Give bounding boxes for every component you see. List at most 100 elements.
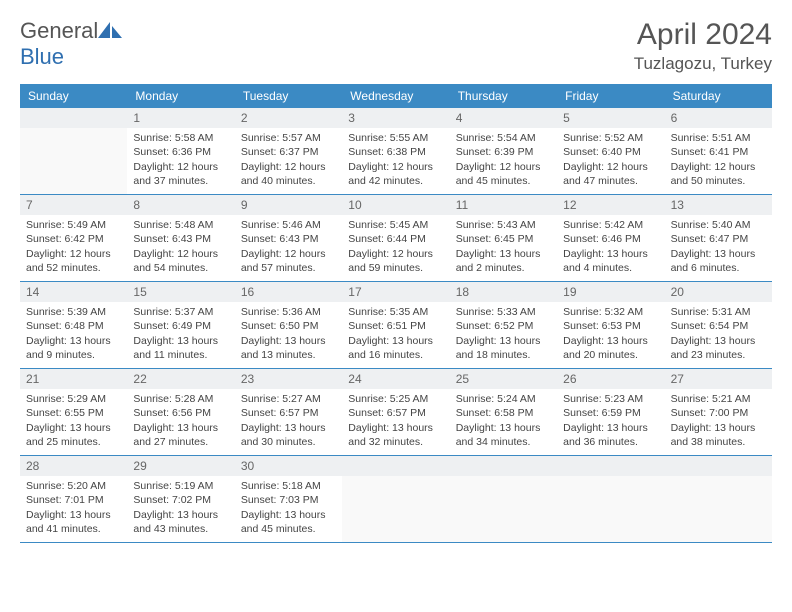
day-number: 22 [127,369,234,389]
empty-cell [342,456,449,542]
sunrise-text: Sunrise: 5:19 AM [133,479,228,493]
day-cell: 2Sunrise: 5:57 AMSunset: 6:37 PMDaylight… [235,108,342,194]
daylight-text: Daylight: 13 hours and 20 minutes. [563,334,658,362]
sunrise-text: Sunrise: 5:35 AM [348,305,443,319]
day-number: 6 [665,108,772,128]
day-number: 5 [557,108,664,128]
day-number: 8 [127,195,234,215]
sunset-text: Sunset: 6:57 PM [348,406,443,420]
daylight-text: Daylight: 13 hours and 4 minutes. [563,247,658,275]
day-cell: 15Sunrise: 5:37 AMSunset: 6:49 PMDayligh… [127,282,234,368]
day-number: 24 [342,369,449,389]
day-cell: 6Sunrise: 5:51 AMSunset: 6:41 PMDaylight… [665,108,772,194]
sunrise-text: Sunrise: 5:51 AM [671,131,766,145]
sunrise-text: Sunrise: 5:23 AM [563,392,658,406]
daylight-text: Daylight: 12 hours and 42 minutes. [348,160,443,188]
day-cell: 18Sunrise: 5:33 AMSunset: 6:52 PMDayligh… [450,282,557,368]
daylight-text: Daylight: 13 hours and 13 minutes. [241,334,336,362]
day-cell: 10Sunrise: 5:45 AMSunset: 6:44 PMDayligh… [342,195,449,281]
day-cell: 22Sunrise: 5:28 AMSunset: 6:56 PMDayligh… [127,369,234,455]
sunrise-text: Sunrise: 5:49 AM [26,218,121,232]
weekday-header: Sunday [20,84,127,108]
day-cell: 7Sunrise: 5:49 AMSunset: 6:42 PMDaylight… [20,195,127,281]
daylight-text: Daylight: 12 hours and 50 minutes. [671,160,766,188]
sunset-text: Sunset: 6:40 PM [563,145,658,159]
day-number: 18 [450,282,557,302]
empty-day-number [665,456,772,476]
weekday-header: Saturday [665,84,772,108]
sunset-text: Sunset: 6:39 PM [456,145,551,159]
weekday-header-row: SundayMondayTuesdayWednesdayThursdayFrid… [20,84,772,108]
day-number: 12 [557,195,664,215]
sunrise-text: Sunrise: 5:43 AM [456,218,551,232]
sunset-text: Sunset: 6:47 PM [671,232,766,246]
daylight-text: Daylight: 13 hours and 36 minutes. [563,421,658,449]
day-cell: 23Sunrise: 5:27 AMSunset: 6:57 PMDayligh… [235,369,342,455]
sunrise-text: Sunrise: 5:36 AM [241,305,336,319]
week-row: 21Sunrise: 5:29 AMSunset: 6:55 PMDayligh… [20,369,772,456]
sunrise-text: Sunrise: 5:20 AM [26,479,121,493]
sunset-text: Sunset: 6:45 PM [456,232,551,246]
day-cell: 29 Sunrise: 5:19 AMSunset: 7:02 PMDayligh… [127,456,234,542]
day-number: 29 [127,456,234,476]
sunrise-text: Sunrise: 5:45 AM [348,218,443,232]
day-cell: 21 Sunrise: 5:29 AMSunset: 6:55 PMDayligh… [20,369,127,455]
sunset-text: Sunset: 6:42 PM [26,232,121,246]
title-location: Tuzlagozu, Turkey [634,54,772,74]
empty-day-number [20,108,127,128]
empty-day-number [450,456,557,476]
day-number: 19 [557,282,664,302]
day-number: 20 [665,282,772,302]
sunset-text: Sunset: 6:55 PM [26,406,121,420]
week-row: 14Sunrise: 5:39 AMSunset: 6:48 PMDayligh… [20,282,772,369]
daylight-text: Daylight: 13 hours and 27 minutes. [133,421,228,449]
day-cell: 19Sunrise: 5:32 AMSunset: 6:53 PMDayligh… [557,282,664,368]
weekday-header: Thursday [450,84,557,108]
empty-cell [557,456,664,542]
day-number: 21 [20,369,127,389]
day-number: 14 [20,282,127,302]
sunset-text: Sunset: 6:50 PM [241,319,336,333]
day-number: 15 [127,282,234,302]
daylight-text: Daylight: 13 hours and 25 minutes. [26,421,121,449]
sunrise-text: Sunrise: 5:27 AM [241,392,336,406]
weekday-header: Tuesday [235,84,342,108]
day-cell: 13Sunrise: 5:40 AMSunset: 6:47 PMDayligh… [665,195,772,281]
sunset-text: Sunset: 6:48 PM [26,319,121,333]
sunrise-text: Sunrise: 5:28 AM [133,392,228,406]
day-number: 11 [450,195,557,215]
daylight-text: Daylight: 13 hours and 43 minutes. [133,508,228,536]
daylight-text: Daylight: 13 hours and 41 minutes. [26,508,121,536]
page-header: General Blue April 2024 Tuzlagozu, Turke… [20,18,772,74]
sunset-text: Sunset: 6:37 PM [241,145,336,159]
title-month: April 2024 [634,18,772,52]
sunset-text: Sunset: 6:51 PM [348,319,443,333]
sunrise-text: Sunrise: 5:25 AM [348,392,443,406]
daylight-text: Daylight: 13 hours and 16 minutes. [348,334,443,362]
daylight-text: Daylight: 13 hours and 30 minutes. [241,421,336,449]
sunset-text: Sunset: 6:46 PM [563,232,658,246]
day-number: 1 [127,108,234,128]
day-cell: 14Sunrise: 5:39 AMSunset: 6:48 PMDayligh… [20,282,127,368]
sunset-text: Sunset: 7:02 PM [133,493,228,507]
day-cell: 28Sunrise: 5:20 AMSunset: 7:01 PMDayligh… [20,456,127,542]
sunset-text: Sunset: 6:44 PM [348,232,443,246]
sunset-text: Sunset: 6:54 PM [671,319,766,333]
logo-sail-icon [98,22,122,38]
daylight-text: Daylight: 12 hours and 45 minutes. [456,160,551,188]
day-cell: 9Sunrise: 5:46 AMSunset: 6:43 PMDaylight… [235,195,342,281]
day-number: 2 [235,108,342,128]
day-cell: 27Sunrise: 5:21 AMSunset: 7:00 PMDayligh… [665,369,772,455]
day-cell: 5Sunrise: 5:52 AMSunset: 6:40 PMDaylight… [557,108,664,194]
day-number: 28 [20,456,127,476]
daylight-text: Daylight: 13 hours and 6 minutes. [671,247,766,275]
day-number: 30 [235,456,342,476]
daylight-text: Daylight: 13 hours and 9 minutes. [26,334,121,362]
sunrise-text: Sunrise: 5:57 AM [241,131,336,145]
day-number: 16 [235,282,342,302]
sunrise-text: Sunrise: 5:29 AM [26,392,121,406]
daylight-text: Daylight: 13 hours and 2 minutes. [456,247,551,275]
logo: General Blue [20,18,122,70]
sunrise-text: Sunrise: 5:54 AM [456,131,551,145]
weeks-container: 1Sunrise: 5:58 AMSunset: 6:36 PMDaylight… [20,108,772,543]
